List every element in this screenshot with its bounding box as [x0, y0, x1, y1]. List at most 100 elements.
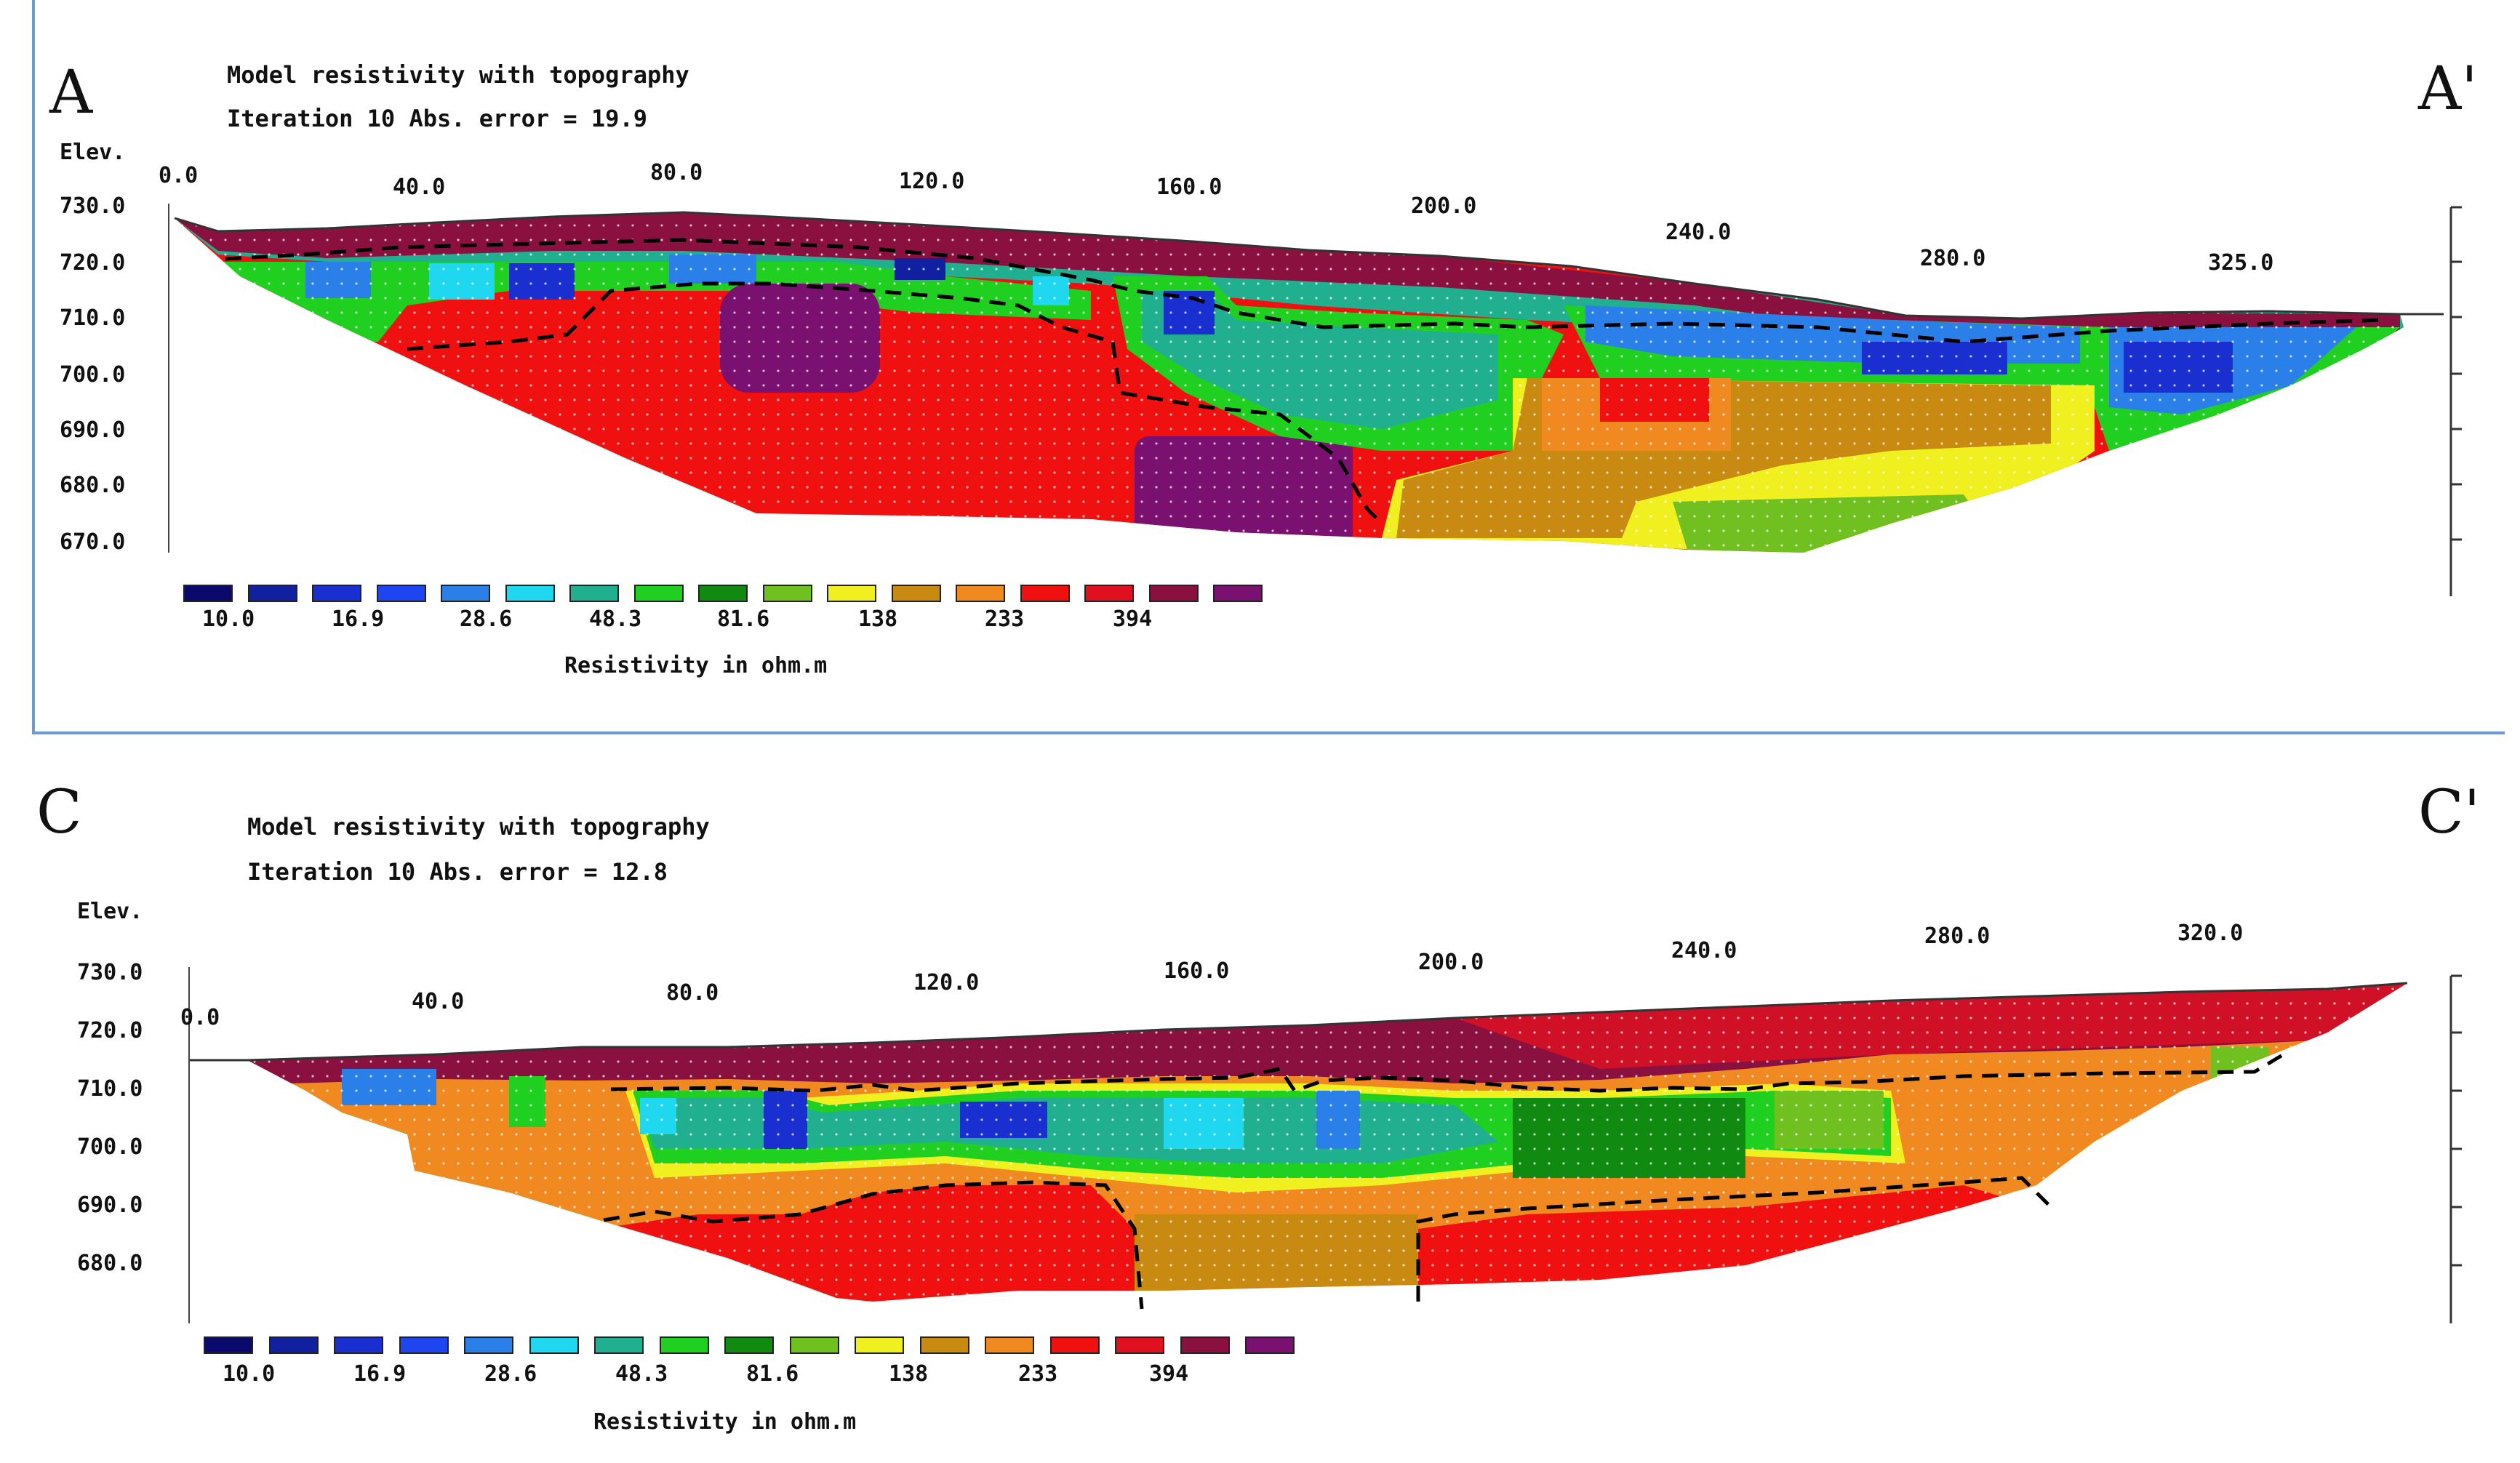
- colorbar-swatch: [1213, 585, 1263, 602]
- y-axis-label-c: Elev.: [77, 899, 143, 924]
- y-tick-label: 700.0: [77, 1134, 143, 1160]
- colorbar-swatch: [985, 1336, 1034, 1354]
- x-tick-label: 200.0: [1411, 193, 1477, 219]
- topography-line-a: [174, 211, 2444, 320]
- colorbar-tick-label: 16.9: [353, 1361, 407, 1387]
- right-axis-c: [2449, 974, 2462, 1323]
- colorbar-swatch: [569, 585, 619, 602]
- colorbar-tick-label: 233: [1018, 1361, 1058, 1387]
- section-start-label-c: C: [36, 778, 82, 847]
- colorbar-swatch: [698, 585, 748, 602]
- colorbar-swatch: [183, 585, 233, 602]
- colorbar-swatch: [312, 585, 361, 602]
- x-tick-label: 80.0: [666, 980, 719, 1006]
- section-end-label-c: C': [2418, 778, 2481, 847]
- y-tick-label: 690.0: [60, 417, 126, 443]
- x-tick-label: 40.0: [412, 989, 465, 1014]
- x-tick-label: 240.0: [1665, 220, 1732, 245]
- x-tick-label: 320.0: [2177, 921, 2244, 946]
- y-tick-label: 730.0: [77, 960, 143, 985]
- chart-title-a: Model resistivity with topography: [227, 61, 689, 89]
- x-tick-label: 80.0: [650, 160, 703, 185]
- colorbar-swatch: [762, 585, 812, 602]
- boundary-deep-c1: [603, 1180, 1144, 1310]
- colorbar-swatch: [1020, 585, 1070, 602]
- resistivity-section-c: [188, 967, 2462, 1323]
- mesh-dots-c: [247, 983, 2407, 1302]
- colorbar-swatch: [659, 1336, 709, 1354]
- colorbar-swatch: [1180, 1336, 1230, 1354]
- boundary-shallow-c: [610, 1052, 2285, 1094]
- chart-title-c: Model resistivity with topography: [247, 813, 710, 841]
- colorbar-swatch: [464, 1336, 513, 1354]
- section-start-label-a: A: [49, 58, 93, 127]
- colorbar-label-a: Resistivity in ohm.m: [564, 653, 828, 678]
- colorbar-tick-label: 394: [1149, 1361, 1189, 1387]
- colorbar-swatch: [789, 1336, 839, 1354]
- colorbar-swatch: [441, 585, 490, 602]
- y-tick-label: 720.0: [77, 1018, 143, 1043]
- colorbar-swatch: [334, 1336, 383, 1354]
- colorbar-tick-label: 10.0: [223, 1361, 276, 1387]
- y-tick-label: 670.0: [60, 529, 126, 555]
- colorbar-tick-label: 28.6: [460, 606, 513, 632]
- section-end-label-a: A': [2418, 55, 2478, 124]
- colorbar-swatch: [204, 1336, 253, 1354]
- x-tick-label: 0.0: [180, 1005, 220, 1030]
- x-tick-label: 0.0: [159, 163, 199, 188]
- colorbar-tick-label: 138: [889, 1361, 929, 1387]
- colorbar-swatch: [633, 585, 684, 602]
- panel-c: C C' Model resistivity with topography I…: [0, 749, 2520, 1463]
- x-tick-label: 280.0: [1920, 246, 1986, 271]
- colorbar-swatch: [1148, 585, 1199, 602]
- x-tick-label: 120.0: [913, 970, 980, 995]
- x-tick-label: 120.0: [899, 169, 965, 194]
- colorbar-tick-label: 48.3: [589, 606, 642, 632]
- colorbar-tick-label: 394: [1113, 606, 1153, 632]
- colorbar-swatch: [956, 585, 1005, 602]
- y-tick-label: 680.0: [77, 1251, 143, 1276]
- x-tick-label: 200.0: [1418, 950, 1484, 975]
- y-tick-label: 710.0: [77, 1076, 143, 1102]
- colorbar-swatch: [1049, 1336, 1100, 1354]
- boundary-shallow-a: [225, 238, 2386, 344]
- colorbar-label-c: Resistivity in ohm.m: [593, 1409, 857, 1435]
- y-tick-label: 690.0: [77, 1193, 143, 1218]
- colorbar-swatch: [247, 585, 297, 602]
- boundary-deep-c2: [1416, 1176, 2052, 1302]
- colorbar-swatch: [891, 585, 941, 602]
- right-axis-a: [2449, 206, 2462, 596]
- colorbar-swatch: [1115, 1336, 1164, 1354]
- chart-subtitle-c: Iteration 10 Abs. error = 12.8: [247, 858, 668, 886]
- colorbar-swatch: [1084, 585, 1134, 602]
- y-tick-label: 700.0: [60, 362, 126, 388]
- colorbar-tick-label: 138: [858, 606, 898, 632]
- colorbar-tick-label: 48.3: [615, 1361, 668, 1387]
- y-tick-label: 710.0: [60, 305, 126, 331]
- topography-line-c: [189, 982, 2408, 1062]
- colorbar-tick-label: 16.9: [332, 606, 385, 632]
- colorbar-tick-label: 28.6: [484, 1361, 537, 1387]
- colorbar-swatch: [268, 1336, 319, 1354]
- x-tick-label: 240.0: [1671, 938, 1737, 963]
- panel-a: A A' Model resistivity with topography I…: [32, 0, 2505, 734]
- colorbar-swatch: [827, 585, 876, 602]
- colorbar-tick-label: 233: [985, 606, 1025, 632]
- colorbar-swatch: [919, 1336, 969, 1354]
- colorbar-tick-label: 81.6: [746, 1361, 799, 1387]
- chart-subtitle-a: Iteration 10 Abs. error = 19.9: [227, 105, 647, 132]
- colorbar-swatch: [505, 585, 555, 602]
- colorbar-swatch: [376, 585, 426, 602]
- colorbar-tick-label: 81.6: [717, 606, 770, 632]
- resistivity-section-a: [168, 204, 2462, 596]
- panel-a-frame: [32, 0, 2505, 734]
- colorbar-swatch: [724, 1336, 774, 1354]
- y-tick-label: 730.0: [60, 193, 126, 219]
- colorbar-swatch: [594, 1336, 644, 1354]
- colorbar-swatch: [399, 1336, 449, 1354]
- boundary-deep-a: [407, 281, 1383, 525]
- x-tick-label: 40.0: [393, 175, 446, 200]
- colorbar-swatch: [529, 1336, 579, 1354]
- colorbar-swatch: [1245, 1336, 1295, 1354]
